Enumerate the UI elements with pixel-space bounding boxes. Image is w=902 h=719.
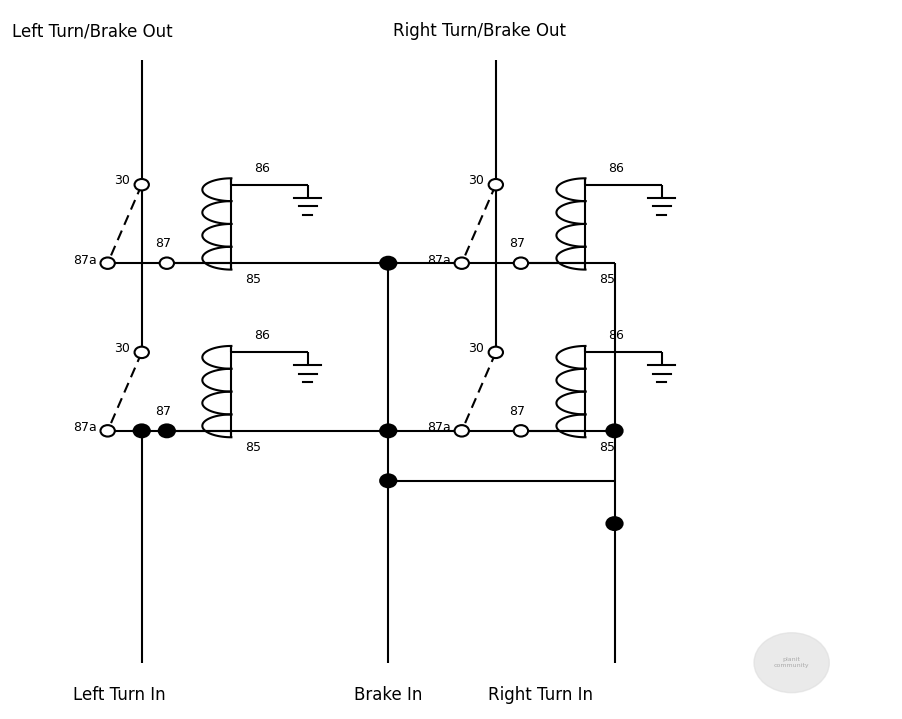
- Text: 86: 86: [608, 329, 624, 342]
- Text: 30: 30: [468, 342, 484, 354]
- Text: Right Turn In: Right Turn In: [488, 686, 594, 704]
- Text: 87: 87: [155, 237, 171, 250]
- Text: 85: 85: [599, 441, 615, 454]
- Text: planit
community: planit community: [774, 657, 809, 668]
- Text: 87: 87: [510, 405, 525, 418]
- Circle shape: [455, 425, 469, 436]
- Text: 86: 86: [608, 162, 624, 175]
- Circle shape: [489, 347, 503, 358]
- Text: 30: 30: [115, 342, 130, 354]
- Circle shape: [160, 257, 174, 269]
- Circle shape: [134, 179, 149, 191]
- Text: Left Turn/Brake Out: Left Turn/Brake Out: [12, 22, 172, 40]
- Circle shape: [754, 633, 829, 692]
- Circle shape: [606, 517, 622, 530]
- Circle shape: [380, 475, 396, 487]
- Circle shape: [380, 257, 396, 270]
- Circle shape: [489, 179, 503, 191]
- Text: 85: 85: [244, 441, 261, 454]
- Text: 86: 86: [253, 329, 270, 342]
- Circle shape: [100, 425, 115, 436]
- Text: 85: 85: [599, 273, 615, 286]
- Circle shape: [133, 424, 150, 437]
- Circle shape: [455, 257, 469, 269]
- Text: Left Turn In: Left Turn In: [73, 686, 166, 704]
- Text: 30: 30: [115, 174, 130, 187]
- Text: 87a: 87a: [73, 421, 97, 434]
- Circle shape: [514, 425, 528, 436]
- Text: Right Turn/Brake Out: Right Turn/Brake Out: [392, 22, 566, 40]
- Circle shape: [100, 257, 115, 269]
- Text: 86: 86: [253, 162, 270, 175]
- Text: 87: 87: [155, 405, 171, 418]
- Text: 87: 87: [510, 237, 525, 250]
- Text: Brake In: Brake In: [354, 686, 422, 704]
- Circle shape: [380, 424, 396, 437]
- Circle shape: [160, 425, 174, 436]
- Text: 30: 30: [468, 174, 484, 187]
- Circle shape: [159, 424, 175, 437]
- Circle shape: [134, 347, 149, 358]
- Text: 85: 85: [244, 273, 261, 286]
- Text: 87a: 87a: [428, 254, 451, 267]
- Text: 87a: 87a: [73, 254, 97, 267]
- Text: 87a: 87a: [428, 421, 451, 434]
- Circle shape: [606, 424, 622, 437]
- Circle shape: [514, 257, 528, 269]
